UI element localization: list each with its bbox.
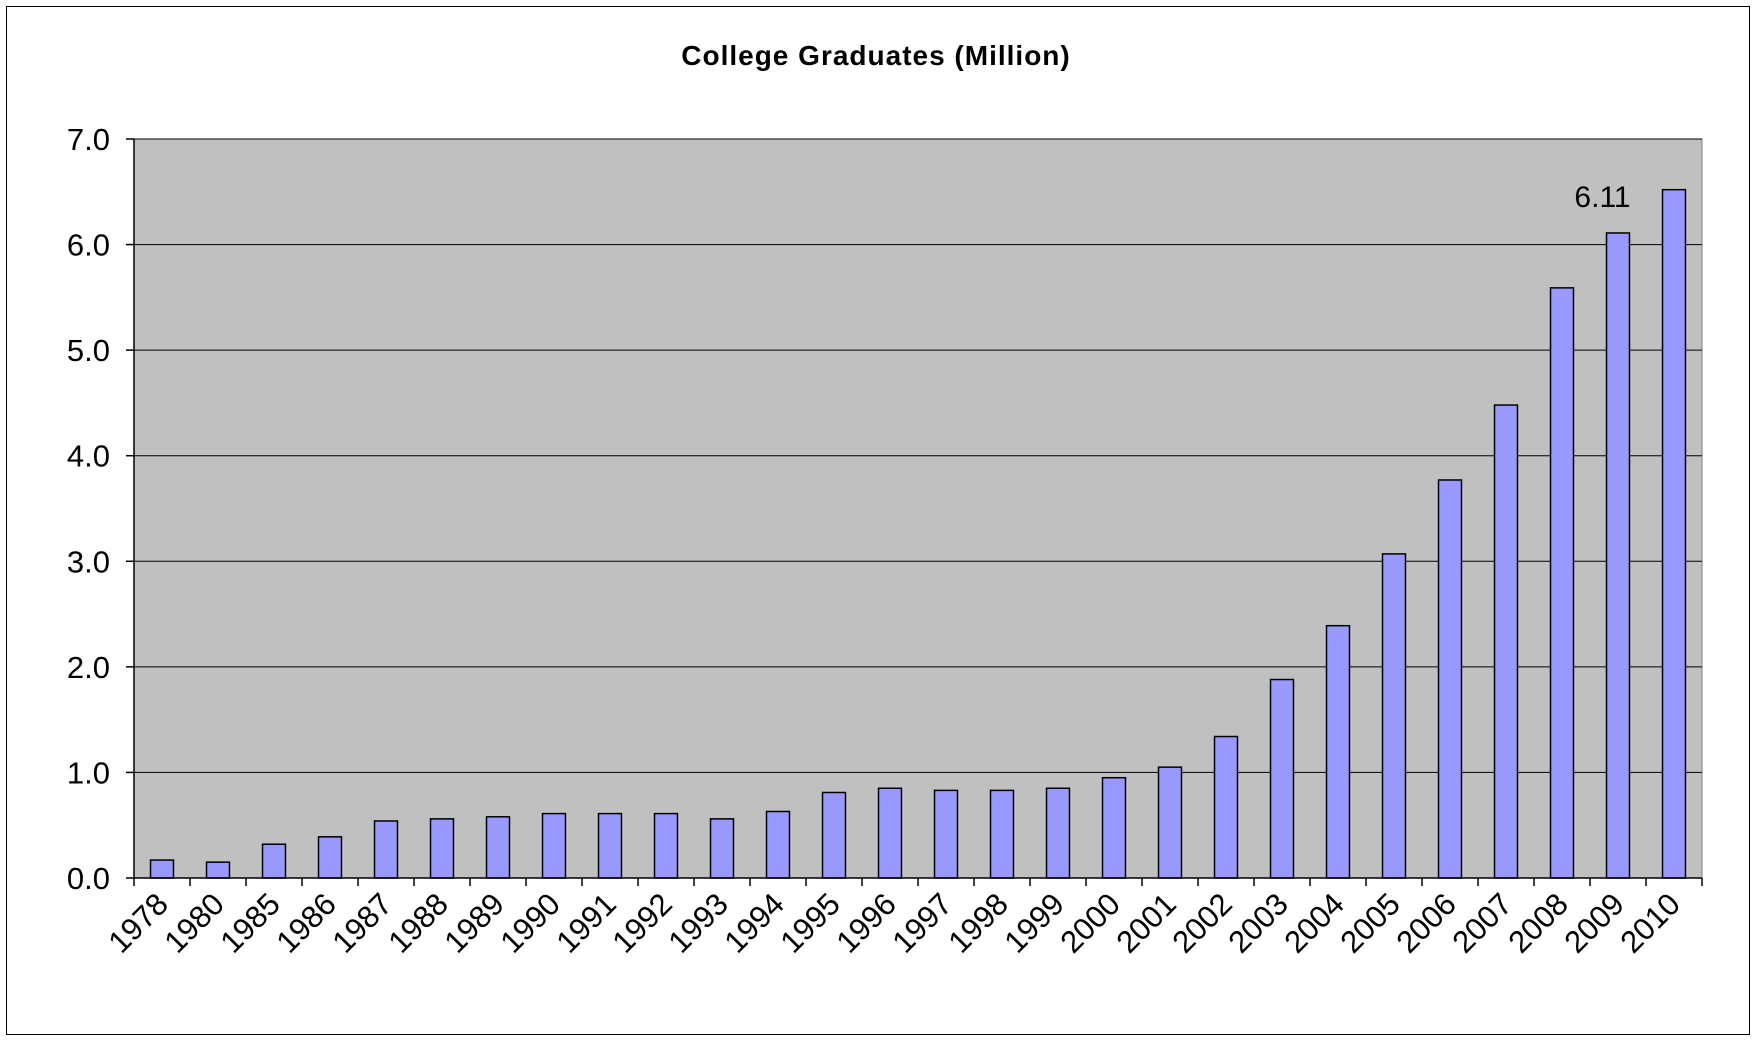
bar-2007 — [1493, 404, 1519, 879]
x-tick-label: 1989 — [437, 886, 511, 960]
x-tick-label: 2006 — [1389, 886, 1463, 960]
x-tick-label: 1993 — [661, 886, 735, 960]
bar-1985 — [261, 843, 287, 879]
bar-1990 — [541, 812, 567, 879]
gridlines — [134, 138, 1702, 773]
x-tick-label: 1994 — [717, 886, 791, 960]
bar-1998 — [989, 789, 1015, 879]
bar-2005 — [1381, 553, 1407, 879]
data-labels: 6.11 — [1574, 181, 1630, 214]
bar-2010 — [1661, 188, 1687, 879]
x-tick-label: 1998 — [941, 886, 1015, 960]
chart-frame: College Graduates (Million) 0.0 1.0 2.0 3.0… — [6, 6, 1750, 1035]
x-tick-label: 2007 — [1445, 886, 1519, 960]
bar-1988 — [429, 818, 455, 879]
bar-1995 — [821, 791, 847, 879]
x-tick-label: 1987 — [325, 886, 399, 960]
y-tick-label: 5.0 — [67, 333, 110, 368]
bar-chart: College Graduates (Million) 0.0 1.0 2.0 3.0… — [67, 40, 1703, 960]
x-axis-ticks: 1978198019851986198719881989199019911992… — [101, 878, 1703, 960]
x-tick-label: 2004 — [1277, 886, 1351, 960]
bar-1997 — [933, 789, 959, 879]
x-tick-label: 2009 — [1557, 886, 1631, 960]
bars — [149, 188, 1687, 879]
bar-1999 — [1045, 787, 1071, 879]
plot-area — [133, 138, 1703, 879]
y-tick-label: 1.0 — [67, 755, 110, 790]
y-tick-label: 4.0 — [67, 439, 110, 474]
bar-1992 — [653, 812, 679, 879]
y-tick-label: 3.0 — [67, 544, 110, 579]
x-tick-label: 1980 — [157, 886, 231, 960]
y-tick-label: 6.0 — [67, 228, 110, 263]
bar-1987 — [373, 820, 399, 879]
bar-2006 — [1437, 479, 1463, 879]
x-tick-label: 1992 — [605, 886, 679, 960]
x-tick-label: 2010 — [1613, 886, 1687, 960]
x-tick-label: 1996 — [829, 886, 903, 960]
bar-1996 — [877, 787, 903, 879]
bar-1991 — [597, 812, 623, 879]
x-tick-label: 1991 — [549, 886, 623, 960]
bar-1980 — [205, 861, 231, 879]
y-tick-label: 2.0 — [67, 650, 110, 685]
x-tick-label: 1995 — [773, 886, 847, 960]
bar-2008 — [1549, 287, 1575, 879]
x-tick-label: 1985 — [213, 886, 287, 960]
x-tick-label: 2002 — [1165, 886, 1239, 960]
bar-2004 — [1325, 624, 1351, 879]
y-tick-label: 7.0 — [67, 122, 110, 157]
bar-1978 — [149, 859, 175, 879]
y-tick-label: 0.0 — [67, 861, 110, 896]
x-tick-label: 1997 — [885, 886, 959, 960]
x-tick-label: 1999 — [997, 886, 1071, 960]
x-tick-label: 1988 — [381, 886, 455, 960]
bar-2001 — [1157, 766, 1183, 879]
bar-2002 — [1213, 735, 1239, 879]
y-axis-ticks: 0.0 1.0 2.0 3.0 4.0 5.0 6.0 7.0 — [67, 122, 134, 896]
x-tick-label: 2005 — [1333, 886, 1407, 960]
data-label: 6.11 — [1574, 181, 1630, 214]
x-tick-label: 1978 — [101, 886, 175, 960]
x-tick-label: 2003 — [1221, 886, 1295, 960]
bar-2003 — [1269, 678, 1295, 879]
x-tick-label: 1990 — [493, 886, 567, 960]
x-tick-label: 1986 — [269, 886, 343, 960]
x-tick-label: 2008 — [1501, 886, 1575, 960]
bar-1989 — [485, 816, 511, 879]
bar-1993 — [709, 818, 735, 879]
chart-title: College Graduates (Million) — [681, 40, 1070, 71]
bar-1986 — [317, 836, 343, 879]
bar-2009 — [1605, 232, 1631, 879]
bar-1994 — [765, 810, 791, 879]
x-tick-label: 2001 — [1109, 886, 1183, 960]
bar-2000 — [1101, 776, 1127, 879]
x-tick-label: 2000 — [1053, 886, 1127, 960]
